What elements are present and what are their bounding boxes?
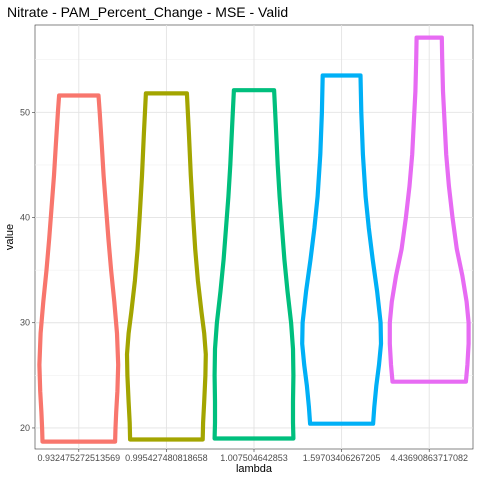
violin-2: [124, 91, 208, 442]
x-axis-label: lambda: [236, 463, 273, 475]
x-axis: 0.932475272513569 0.995427480818658 1.0075…: [38, 449, 468, 463]
chart-title: Nitrate - PAM_Percent_Change - MSE - Val…: [7, 4, 288, 20]
y-tick-label: 20: [20, 423, 30, 433]
y-tick-label: 50: [20, 107, 30, 117]
y-axis: 20 30 40 50: [20, 107, 35, 433]
y-tick-label: 30: [20, 318, 30, 328]
x-tick-label: 1.59703406267205: [303, 453, 381, 463]
y-axis-label: value: [4, 224, 16, 250]
x-tick-label: 4.43690863717082: [390, 453, 468, 463]
x-tick-label: 1.007504642853: [220, 453, 288, 463]
x-tick-label: 0.995427480818658: [125, 453, 208, 463]
x-tick-label: 0.932475272513569: [38, 453, 121, 463]
violin-1: [37, 93, 121, 444]
violin-3: [212, 88, 296, 441]
y-tick-label: 40: [20, 213, 30, 223]
violin-4: [300, 73, 384, 426]
violins: [37, 35, 471, 444]
violin-5: [387, 35, 471, 384]
